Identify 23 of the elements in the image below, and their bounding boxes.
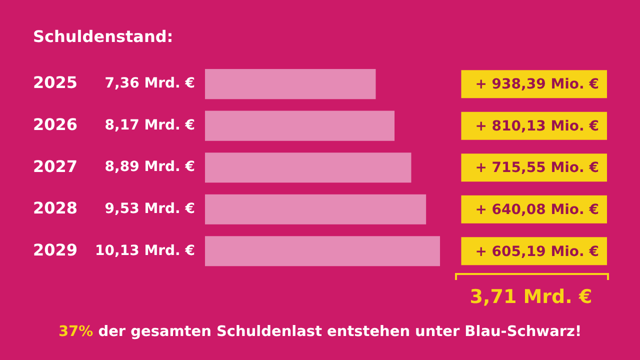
text: + 938,39 Mio. € (475, 76, 599, 93)
text: + 810,13 Mio. € (475, 118, 599, 134)
bar (205, 69, 376, 100)
data-label: 7,36 Mrd. € (104, 76, 195, 92)
y-tick-label: 2029 (33, 240, 78, 260)
y-tick-label: 2027 (33, 156, 78, 176)
text: + 605,19 Mio. € (475, 244, 599, 260)
data-label: 8,17 Mrd. € (104, 117, 195, 134)
bar (205, 236, 440, 266)
bar (205, 152, 412, 183)
chart-title: Schuldenstand: (33, 26, 174, 46)
bar (205, 110, 395, 141)
data-label: 9,53 Mrd. € (104, 201, 195, 217)
data-label: 8,89 Mrd. € (104, 159, 195, 176)
y-tick-label: 2026 (33, 114, 78, 134)
text: 37% der gesamten Schuldenlast entstehen unter Blau-Schwarz! (57, 324, 583, 340)
bar (205, 194, 426, 224)
y-tick-label: 2025 (33, 73, 78, 92)
text: + 640,08 Mio. € (475, 202, 599, 218)
data-label: 10,13 Mrd. € (95, 242, 195, 259)
text: 3,71 Mrd. € (468, 286, 594, 308)
y-tick-label: 2028 (33, 198, 78, 218)
text: + 715,55 Mio. € (475, 160, 599, 176)
